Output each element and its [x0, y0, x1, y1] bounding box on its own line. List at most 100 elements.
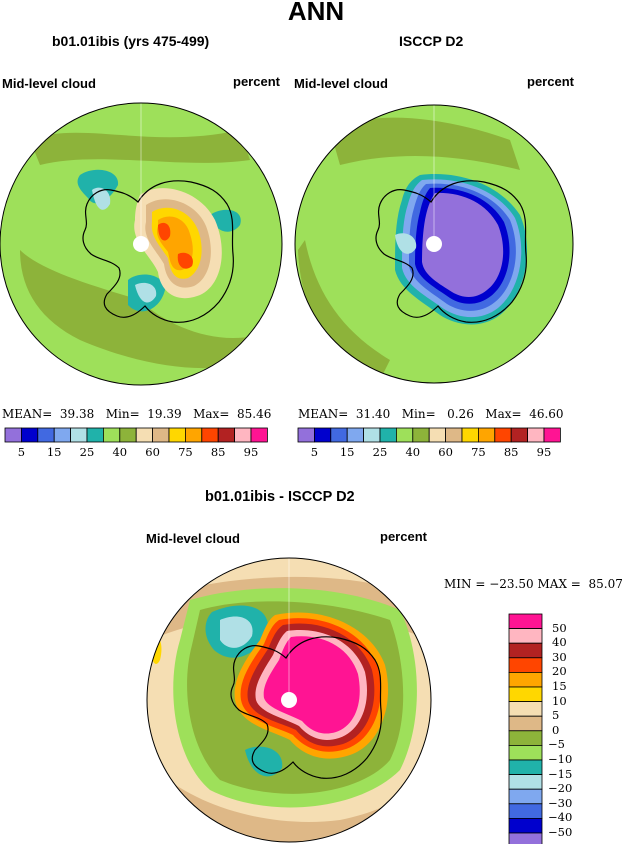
right-colorbar	[297, 427, 561, 443]
right-mean-value: 31.40	[355, 407, 391, 421]
difference-legend-swatch	[508, 832, 543, 844]
right-colorbar-swatch	[363, 427, 381, 443]
right-colorbar-swatch	[379, 427, 397, 443]
right-colorbar-swatch	[346, 427, 365, 443]
right-colorbar-swatch	[527, 427, 545, 443]
left-variable-label: Mid-level cloud	[2, 76, 96, 91]
right-mean-label: MEAN=	[298, 407, 349, 421]
difference-legend-label: −15	[548, 766, 573, 781]
left-min-value: 19.39	[147, 407, 182, 421]
difference-polar-map	[147, 558, 431, 842]
difference-legend-swatch	[508, 730, 543, 746]
left-colorbar-tick-label: 5	[17, 445, 26, 459]
right-max-value: 46.60	[529, 407, 564, 421]
left-colorbar-swatch	[201, 427, 219, 443]
left-colorbar	[4, 427, 268, 443]
difference-legend-label: −10	[548, 752, 573, 766]
left-colorbar-swatch	[217, 427, 235, 443]
difference-legend-swatch	[508, 686, 543, 703]
difference-legend-swatch	[508, 818, 543, 834]
right-stats: MEAN= 31.40 Min= 0.26 Max= 46.60	[298, 407, 564, 421]
difference-min-label: MIN =	[444, 577, 486, 591]
left-colorbar-swatch	[53, 427, 72, 443]
left-colorbar-swatch	[234, 427, 252, 443]
right-min-value: 0.26	[447, 407, 474, 421]
difference-legend-label: −5	[548, 737, 565, 752]
difference-legend-swatch	[508, 657, 543, 673]
left-colorbar-swatch	[250, 427, 268, 443]
right-colorbar-tick-label: 85	[503, 445, 519, 459]
right-colorbar-swatch	[313, 427, 332, 443]
left-colorbar-swatch	[70, 427, 88, 443]
difference-legend-label: −40	[548, 810, 573, 825]
right-colorbar-swatch	[412, 427, 430, 443]
left-colorbar-swatch	[152, 427, 170, 443]
right-colorbar-tick-label: 5	[310, 445, 319, 459]
right-min-label: Min=	[401, 407, 436, 421]
difference-legend-label: −30	[548, 795, 573, 810]
main-title: ANN	[287, 0, 345, 26]
left-mean-label: MEAN=	[2, 407, 53, 421]
difference-legend-swatch	[508, 701, 543, 717]
left-max-value: 85.46	[237, 407, 272, 421]
difference-title: b01.01ibis - ISCCP D2	[205, 489, 355, 505]
difference-legend-label: 40	[552, 635, 567, 650]
left-colorbar-swatch	[4, 427, 22, 443]
right-polar-map	[295, 105, 573, 383]
difference-variable-label: Mid-level cloud	[146, 531, 240, 546]
left-max-label: Max=	[193, 407, 230, 421]
right-colorbar-tick-label: 75	[471, 445, 486, 459]
left-units-label: percent	[233, 74, 280, 89]
difference-legend-label: 15	[552, 679, 567, 693]
right-colorbar-swatch	[461, 427, 479, 443]
right-colorbar-tick-label: 95	[536, 445, 552, 459]
difference-legend-label: 50	[552, 620, 567, 635]
difference-legend-swatch	[508, 672, 543, 688]
right-colorbar-tick-label: 25	[372, 445, 388, 459]
difference-legend-swatch	[508, 715, 543, 732]
difference-legend	[508, 613, 543, 844]
right-panel-title: ISCCP D2	[399, 33, 464, 49]
difference-legend-swatch	[508, 628, 543, 644]
right-units-label: percent	[527, 74, 574, 89]
right-colorbar-tick-label: 15	[339, 445, 355, 459]
difference-legend-swatch	[508, 642, 543, 659]
difference-legend-label: −50	[548, 825, 573, 839]
difference-legend-label: 20	[552, 664, 567, 679]
left-min-label: Min=	[105, 407, 140, 421]
left-colorbar-tick-label: 75	[178, 445, 193, 459]
difference-legend-swatch	[508, 788, 543, 805]
right-colorbar-tick-label: 60	[438, 445, 453, 459]
right-colorbar-swatch	[428, 427, 447, 443]
left-colorbar-swatch	[119, 427, 137, 443]
left-colorbar-tick-label: 60	[145, 445, 160, 459]
left-colorbar-swatch	[168, 427, 186, 443]
left-colorbar-swatch	[20, 427, 39, 443]
left-colorbar-swatch	[37, 427, 55, 443]
left-colorbar-swatch	[86, 427, 104, 443]
right-colorbar-swatch	[297, 427, 315, 443]
left-stats: MEAN= 39.38 Min= 19.39 Max= 85.46	[2, 407, 271, 421]
difference-legend-swatch	[508, 613, 543, 630]
left-colorbar-swatch	[103, 427, 121, 443]
right-colorbar-swatch	[395, 427, 414, 443]
right-max-label: Max=	[485, 407, 522, 421]
difference-legend-label: −20	[548, 781, 573, 796]
left-colorbar-swatch	[135, 427, 153, 443]
difference-legend-swatch	[508, 759, 543, 776]
left-mean-value: 39.38	[59, 407, 95, 421]
right-colorbar-swatch	[445, 427, 463, 443]
right-colorbar-tick-label: 40	[405, 445, 421, 459]
right-colorbar-swatch	[543, 427, 561, 443]
right-colorbar-swatch	[330, 427, 348, 443]
right-colorbar-swatch	[510, 427, 529, 443]
left-colorbar-tick-label: 95	[243, 445, 259, 459]
difference-stats: MIN = −23.50 MAX = 85.07	[444, 577, 623, 591]
left-colorbar-tick-label: 25	[79, 445, 95, 459]
difference-legend-swatch	[508, 803, 543, 819]
left-colorbar-tick-label: 85	[210, 445, 226, 459]
difference-max-label: MAX =	[537, 577, 581, 591]
left-colorbar-tick-label: 40	[112, 445, 128, 459]
difference-legend-label: 10	[552, 693, 567, 708]
